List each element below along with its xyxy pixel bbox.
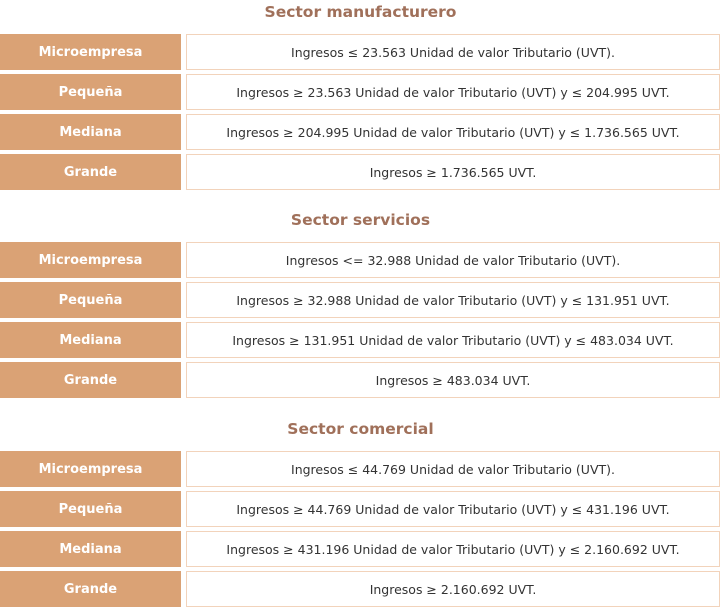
category-description: Ingresos ≥ 131.951 Unidad de valor Tribu… [186,322,720,358]
category-description: Ingresos ≤ 44.769 Unidad de valor Tribut… [186,451,720,487]
table-row: Grande Ingresos ≥ 2.160.692 UVT. [0,571,721,607]
category-description: Ingresos ≥ 431.196 Unidad de valor Tribu… [186,531,720,567]
category-description: Ingresos ≥ 2.160.692 UVT. [186,571,720,607]
table-row: Pequeña Ingresos ≥ 23.563 Unidad de valo… [0,74,721,110]
section-title: Sector comercial [287,420,434,438]
table-row: Pequeña Ingresos ≥ 32.988 Unidad de valo… [0,282,721,318]
table-row: Mediana Ingresos ≥ 204.995 Unidad de val… [0,114,721,150]
table-row: Microempresa Ingresos <= 32.988 Unidad d… [0,242,721,278]
classification-table: Microempresa Ingresos ≤ 44.769 Unidad de… [0,451,721,607]
category-label: Microempresa [0,242,181,278]
table-row: Grande Ingresos ≥ 483.034 UVT. [0,362,721,398]
category-description: Ingresos ≤ 23.563 Unidad de valor Tribut… [186,34,720,70]
section-title: Sector servicios [290,211,431,229]
category-description: Ingresos ≥ 32.988 Unidad de valor Tribut… [186,282,720,318]
category-description: Ingresos ≥ 44.769 Unidad de valor Tribut… [186,491,720,527]
category-description: Ingresos <= 32.988 Unidad de valor Tribu… [186,242,720,278]
category-label: Mediana [0,114,181,150]
section-manufacturero: Sector manufacturero Microempresa Ingres… [0,0,721,190]
classification-table: Microempresa Ingresos <= 32.988 Unidad d… [0,242,721,398]
category-label: Grande [0,571,181,607]
category-description: Ingresos ≥ 204.995 Unidad de valor Tribu… [186,114,720,150]
category-label: Microempresa [0,451,181,487]
category-label: Mediana [0,322,181,358]
category-description: Ingresos ≥ 483.034 UVT. [186,362,720,398]
table-row: Pequeña Ingresos ≥ 44.769 Unidad de valo… [0,491,721,527]
table-row: Mediana Ingresos ≥ 431.196 Unidad de val… [0,531,721,567]
category-label: Pequeña [0,491,181,527]
section-title: Sector manufacturero [264,3,457,21]
section-servicios: Sector servicios Microempresa Ingresos <… [0,208,721,398]
table-row: Grande Ingresos ≥ 1.736.565 UVT. [0,154,721,190]
category-label: Grande [0,362,181,398]
category-description: Ingresos ≥ 1.736.565 UVT. [186,154,720,190]
category-label: Pequeña [0,282,181,318]
category-description: Ingresos ≥ 23.563 Unidad de valor Tribut… [186,74,720,110]
table-row: Microempresa Ingresos ≤ 23.563 Unidad de… [0,34,721,70]
category-label: Mediana [0,531,181,567]
section-comercial: Sector comercial Microempresa Ingresos ≤… [0,417,721,607]
table-row: Microempresa Ingresos ≤ 44.769 Unidad de… [0,451,721,487]
table-row: Mediana Ingresos ≥ 131.951 Unidad de val… [0,322,721,358]
classification-table: Microempresa Ingresos ≤ 23.563 Unidad de… [0,34,721,190]
category-label: Microempresa [0,34,181,70]
category-label: Grande [0,154,181,190]
category-label: Pequeña [0,74,181,110]
